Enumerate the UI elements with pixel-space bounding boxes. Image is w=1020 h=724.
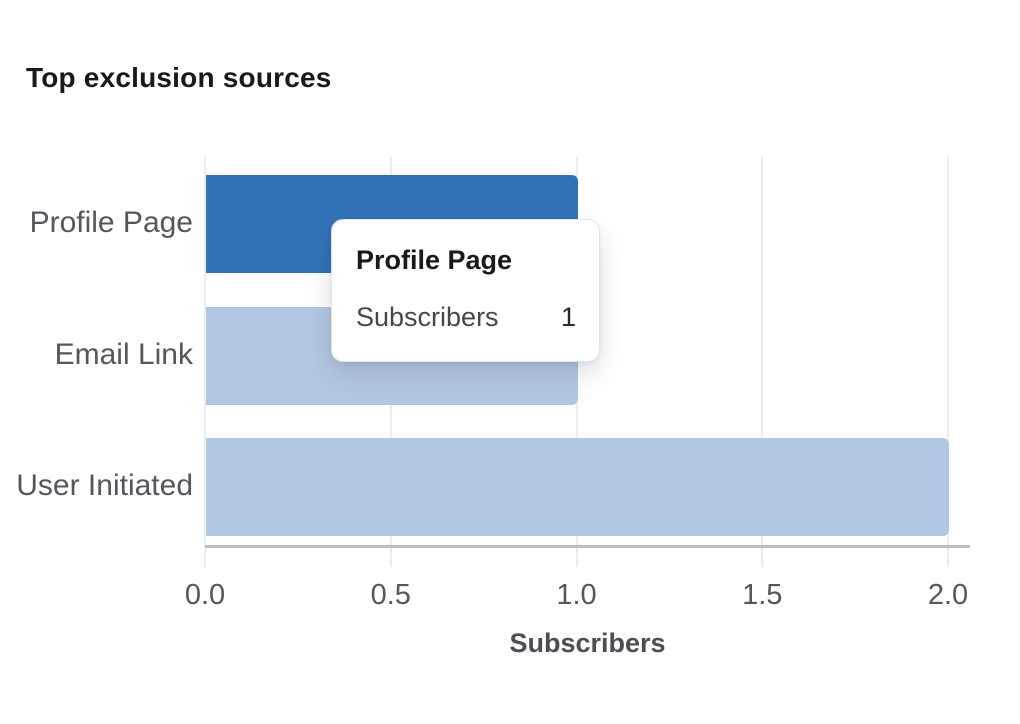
tooltip-series-label: Subscribers <box>356 302 499 333</box>
x-gridline <box>947 157 949 567</box>
bar-user-initiated[interactable] <box>206 438 949 536</box>
x-gridline <box>761 157 764 567</box>
tooltip: Profile Page Subscribers 1 <box>331 219 600 362</box>
category-label: Email Link <box>54 338 193 371</box>
category-label: User Initiated <box>16 469 193 502</box>
category-label: Profile Page <box>29 206 193 239</box>
x-tick-label: 1.0 <box>556 579 597 611</box>
tooltip-row: Subscribers 1 <box>356 302 576 333</box>
x-axis-title: Subscribers <box>509 628 666 658</box>
x-tick-label: 2.0 <box>927 579 969 611</box>
x-gridline <box>204 157 206 567</box>
tooltip-title: Profile Page <box>356 245 513 275</box>
x-tick-label: 0.5 <box>370 579 411 611</box>
x-tick-label: 0.0 <box>184 579 226 611</box>
x-axis-line <box>205 545 970 548</box>
chart-title: Top exclusion sources <box>26 62 332 93</box>
x-tick-label: 1.5 <box>742 579 783 611</box>
tooltip-series-value: 1 <box>560 302 576 333</box>
